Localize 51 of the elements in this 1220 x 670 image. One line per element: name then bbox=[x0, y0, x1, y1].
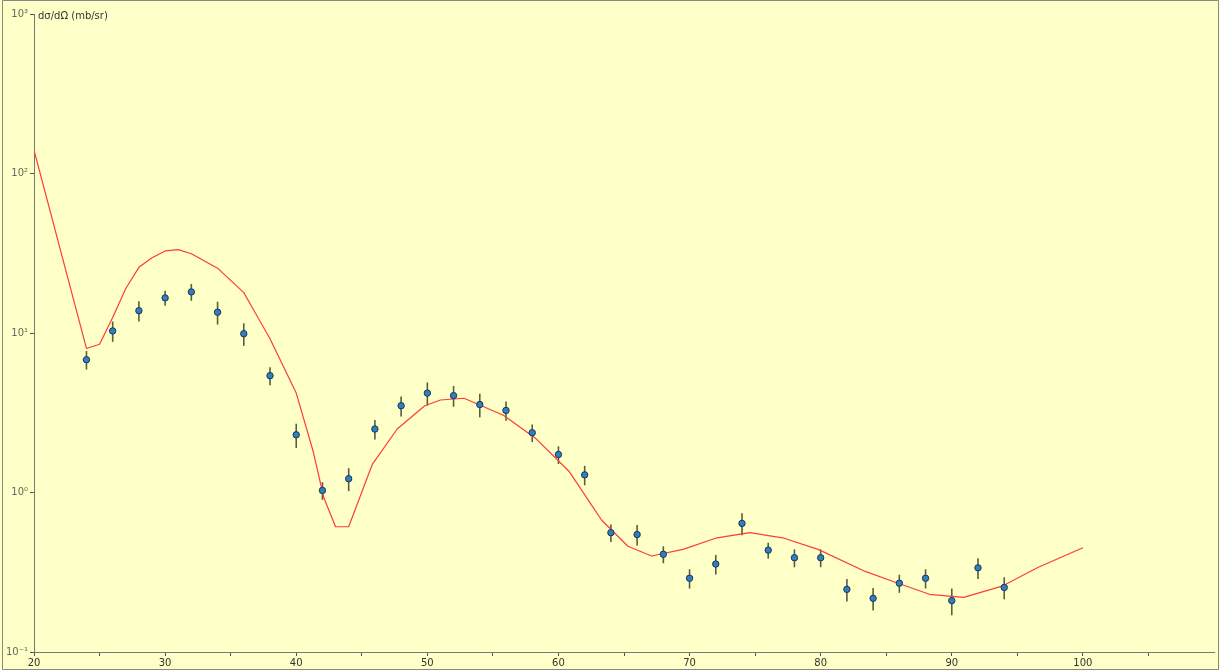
point bbox=[685, 574, 694, 582]
point bbox=[397, 402, 405, 410]
point bbox=[449, 391, 458, 400]
y-axis-title: dσ/dΩ (mb/sr) bbox=[38, 9, 108, 21]
point bbox=[240, 330, 248, 338]
point bbox=[948, 596, 956, 605]
y-tick-label: 10⁰ bbox=[11, 486, 29, 498]
point bbox=[580, 471, 589, 479]
point bbox=[476, 400, 484, 409]
point bbox=[82, 356, 91, 364]
x-tick-label: 30 bbox=[158, 656, 172, 668]
x-tick-label: 90 bbox=[945, 656, 959, 668]
point bbox=[187, 288, 196, 296]
point bbox=[502, 406, 510, 415]
point bbox=[816, 554, 825, 562]
x-tick-label: 60 bbox=[552, 656, 565, 668]
point bbox=[161, 294, 169, 302]
point bbox=[764, 546, 772, 554]
y-tick-label: 10¹ bbox=[11, 326, 29, 338]
point bbox=[318, 486, 327, 495]
point bbox=[528, 429, 536, 437]
point bbox=[423, 389, 432, 397]
y-tick-label: 10⁻¹ bbox=[6, 645, 29, 657]
point bbox=[895, 579, 904, 587]
y-tick-label: 10³ bbox=[11, 7, 29, 19]
x-tick-label: 80 bbox=[814, 656, 828, 668]
point bbox=[1000, 583, 1008, 592]
x-tick-label: 50 bbox=[420, 656, 434, 668]
point bbox=[712, 560, 720, 568]
point bbox=[554, 450, 563, 459]
point bbox=[266, 371, 274, 380]
point bbox=[213, 308, 222, 316]
point bbox=[843, 585, 851, 594]
point bbox=[108, 327, 117, 335]
point bbox=[790, 554, 799, 562]
point bbox=[292, 431, 300, 439]
point bbox=[371, 425, 379, 433]
point bbox=[738, 519, 746, 528]
x-tick-label: 100 bbox=[1073, 656, 1093, 668]
point bbox=[869, 594, 877, 603]
point bbox=[607, 528, 615, 537]
point bbox=[921, 574, 930, 582]
point bbox=[344, 475, 353, 483]
point bbox=[135, 306, 143, 315]
point bbox=[974, 564, 982, 572]
x-tick-label: 70 bbox=[683, 656, 696, 668]
y-tick-label: 10² bbox=[11, 167, 29, 179]
x-tick-label: 20 bbox=[27, 656, 41, 668]
point bbox=[659, 550, 668, 558]
point bbox=[633, 530, 641, 539]
x-tick-label: 40 bbox=[289, 656, 303, 668]
